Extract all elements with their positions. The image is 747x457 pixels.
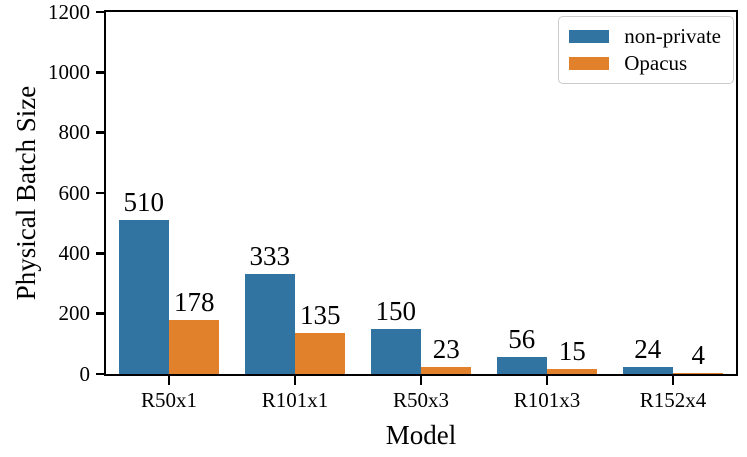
bar-value-label: 4: [691, 339, 705, 370]
y-tick-label: 1200: [48, 0, 90, 24]
bar-non-private-R50x3: [370, 328, 421, 374]
x-tick-label: R152x4: [639, 388, 707, 412]
legend-entry-opacus: Opacus: [569, 50, 721, 77]
y-tick: [95, 252, 106, 255]
bar-value-label: 15: [558, 336, 586, 367]
y-tick: [95, 10, 106, 14]
bar-non-private-R152x4: [622, 366, 673, 374]
y-tick-label: 0: [79, 361, 91, 386]
x-tick: [419, 374, 423, 385]
y-tick: [95, 131, 106, 134]
y-tick-label: 1000: [48, 59, 90, 84]
bar-non-private-R101x3: [496, 357, 547, 374]
legend-label-opacus: Opacus: [624, 51, 688, 75]
legend-entry-non-private: non-private: [569, 23, 721, 50]
bar-value-label: 178: [173, 287, 215, 318]
y-tick: [95, 372, 106, 376]
x-tick: [167, 374, 171, 385]
bar-value-label: 23: [432, 334, 460, 365]
bar-Opacus-R152x4: [673, 372, 724, 374]
x-tick-label: R50x3: [392, 388, 450, 412]
bar-value-label: 150: [375, 295, 417, 326]
bar-non-private-R50x1: [118, 220, 169, 374]
x-tick-label: R50x1: [140, 388, 198, 412]
bar-value-label: 135: [299, 300, 341, 331]
bar-Opacus-R50x3: [421, 367, 472, 374]
bar-Opacus-R101x3: [547, 369, 598, 374]
bar-non-private-R101x1: [244, 273, 295, 374]
x-tick-label: R101x1: [261, 388, 329, 412]
bar-value-label: 56: [508, 324, 536, 355]
x-tick-label: R101x3: [513, 388, 581, 412]
bar-value-label: 510: [123, 187, 165, 218]
bar-Opacus-R101x1: [295, 333, 346, 374]
y-tick-label: 400: [58, 240, 91, 265]
x-tick: [671, 374, 675, 385]
legend-swatch-non-private: [569, 30, 610, 43]
y-tick-label: 800: [58, 120, 91, 145]
bar-Opacus-R50x1: [169, 320, 220, 374]
bar-value-label: 333: [249, 240, 291, 271]
legend-swatch-opacus: [569, 57, 610, 70]
y-tick: [95, 71, 106, 74]
legend: non-private Opacus: [558, 16, 734, 84]
x-tick: [545, 374, 549, 385]
plot-area: non-private Opacus 0 200 400 600 800 1000 1200…: [48, 1, 738, 411]
y-tick: [95, 312, 106, 315]
x-tick: [293, 374, 297, 385]
y-tick: [95, 191, 106, 195]
y-tick-label: 200: [58, 301, 91, 326]
y-tick-label: 600: [58, 180, 91, 205]
bar-value-label: 24: [634, 333, 662, 364]
legend-label-non-private: non-private: [624, 24, 721, 48]
x-axis-title: Model: [385, 420, 457, 450]
